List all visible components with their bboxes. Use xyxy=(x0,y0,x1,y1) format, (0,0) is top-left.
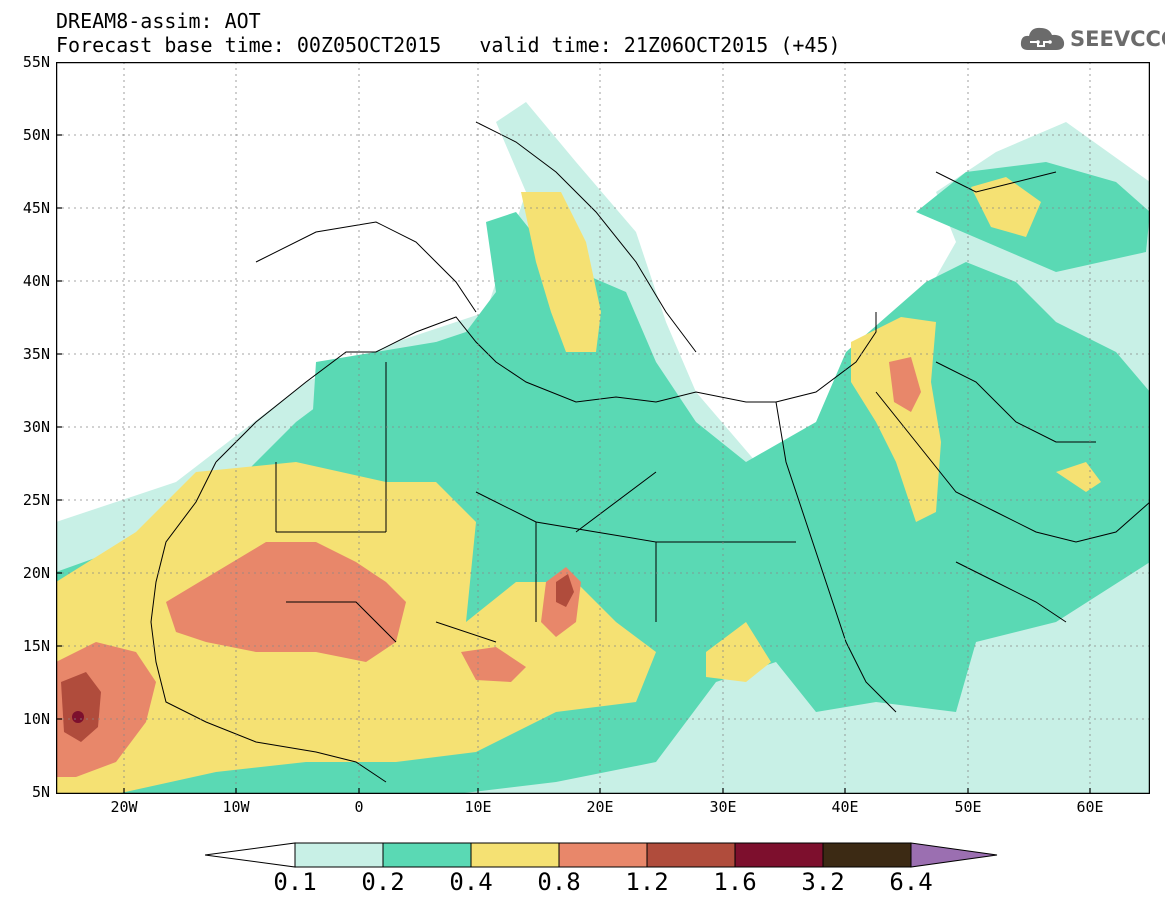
map-frame xyxy=(56,62,1150,794)
lon-label: 10E xyxy=(464,798,492,816)
coastlines xyxy=(150,121,1150,783)
colorbar-label: 0.4 xyxy=(449,868,493,896)
lon-label: 0 xyxy=(354,798,364,816)
colorbar-label: 3.2 xyxy=(801,868,845,896)
lon-label: 20E xyxy=(586,798,614,816)
colorbar-segment xyxy=(646,842,736,868)
lat-label: 25N xyxy=(22,491,50,509)
lon-label: 60E xyxy=(1076,798,1104,816)
graticule xyxy=(56,62,1150,794)
colorbar-segment xyxy=(382,842,472,868)
lat-label: 40N xyxy=(22,272,50,290)
colorbar xyxy=(205,842,998,868)
aot-1.6-region xyxy=(72,711,84,723)
seevccc-logo: SEEVCCC xyxy=(1018,22,1165,56)
lon-label: 50E xyxy=(954,798,982,816)
colorbar-label: 0.8 xyxy=(537,868,581,896)
colorbar-segment xyxy=(822,842,912,868)
colorbar-segment xyxy=(734,842,824,868)
colorbar-segment xyxy=(470,842,560,868)
lat-label: 45N xyxy=(22,199,50,217)
lat-label: 15N xyxy=(22,637,50,655)
colorbar-segment xyxy=(294,842,384,868)
lat-label: 30N xyxy=(22,418,50,436)
base-time: Forecast base time: 00Z05OCT2015 xyxy=(56,33,442,57)
time-info: Forecast base time: 00Z05OCT2015 valid ti… xyxy=(56,34,841,56)
aot-map xyxy=(56,62,1150,794)
aot-1.2-region xyxy=(61,574,574,742)
colorbar-label: 6.4 xyxy=(889,868,933,896)
colorbar-segment xyxy=(910,842,998,868)
colorbar-label: 0.2 xyxy=(361,868,405,896)
colorbar-label: 1.6 xyxy=(713,868,757,896)
cloud-icon xyxy=(1020,27,1065,50)
lon-label: 40E xyxy=(831,798,859,816)
lat-label: 5N xyxy=(31,783,50,801)
lon-label: 20W xyxy=(110,798,138,816)
lon-label: 10W xyxy=(222,798,250,816)
lat-label: 35N xyxy=(22,345,50,363)
lat-label: 20N xyxy=(22,564,50,582)
lat-label: 50N xyxy=(22,126,50,144)
colorbar-segment xyxy=(558,842,648,868)
lat-label: 10N xyxy=(22,710,50,728)
valid-time: valid time: 21Z06OCT2015 (+45) xyxy=(479,33,841,57)
colorbar-segment xyxy=(205,842,296,868)
logo-text: SEEVCCC xyxy=(1070,27,1165,51)
colorbar-label: 1.2 xyxy=(625,868,669,896)
map-title: DREAM8-assim: AOT xyxy=(56,9,261,33)
colorbar-label: 0.1 xyxy=(273,868,317,896)
lon-label: 30E xyxy=(709,798,737,816)
axis-ticks xyxy=(56,134,1091,794)
lat-label: 55N xyxy=(22,53,50,71)
